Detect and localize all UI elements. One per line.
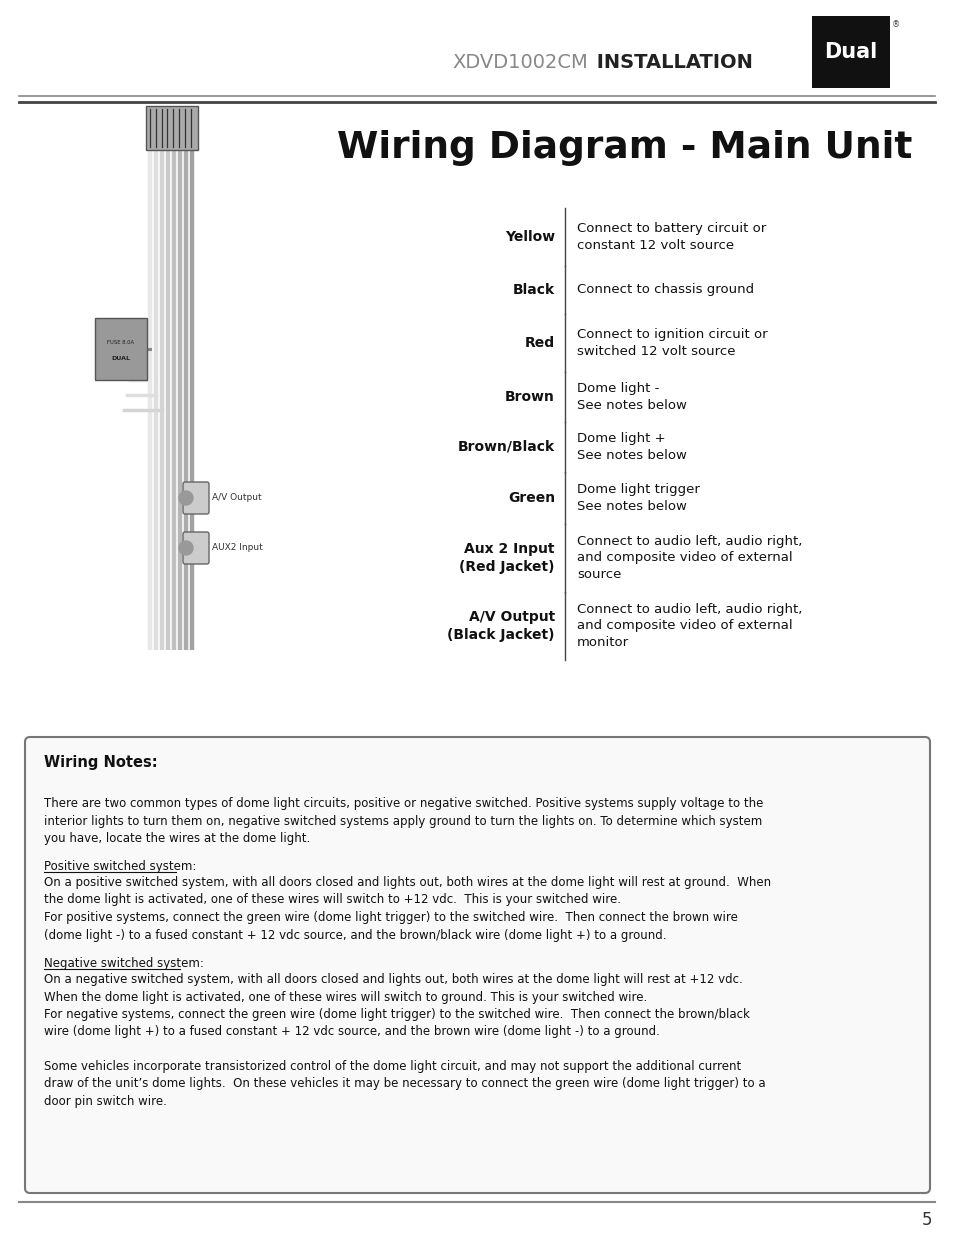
Text: Green: Green xyxy=(507,492,555,505)
Text: Yellow: Yellow xyxy=(504,230,555,245)
Text: Some vehicles incorporate transistorized control of the dome light circuit, and : Some vehicles incorporate transistorized… xyxy=(44,1060,765,1108)
Text: A/V Output: A/V Output xyxy=(212,494,261,503)
FancyBboxPatch shape xyxy=(183,532,209,564)
Text: A/V Output
(Black Jacket): A/V Output (Black Jacket) xyxy=(447,610,555,642)
Text: FUSE 8.0A: FUSE 8.0A xyxy=(108,341,134,346)
Text: Dome light +
See notes below: Dome light + See notes below xyxy=(577,432,686,462)
Text: DUAL: DUAL xyxy=(112,356,131,361)
FancyBboxPatch shape xyxy=(811,16,889,88)
Text: Black: Black xyxy=(513,283,555,296)
Text: Wiring Notes:: Wiring Notes: xyxy=(44,755,157,769)
Circle shape xyxy=(179,541,193,555)
Text: Dome light -
See notes below: Dome light - See notes below xyxy=(577,382,686,412)
Text: Connect to chassis ground: Connect to chassis ground xyxy=(577,284,753,296)
Text: Connect to battery circuit or
constant 12 volt source: Connect to battery circuit or constant 1… xyxy=(577,222,765,252)
Text: ®: ® xyxy=(891,20,900,28)
Text: Negative switched system:: Negative switched system: xyxy=(44,957,204,969)
Text: There are two common types of dome light circuits, positive or negative switched: There are two common types of dome light… xyxy=(44,797,762,845)
Text: Aux 2 Input
(Red Jacket): Aux 2 Input (Red Jacket) xyxy=(459,542,555,574)
Text: On a positive switched system, with all doors closed and lights out, both wires : On a positive switched system, with all … xyxy=(44,876,770,941)
Text: Dome light trigger
See notes below: Dome light trigger See notes below xyxy=(577,483,700,513)
Text: Connect to audio left, audio right,
and composite video of external
source: Connect to audio left, audio right, and … xyxy=(577,535,801,582)
Text: 5: 5 xyxy=(921,1212,931,1229)
Bar xyxy=(95,317,147,380)
Text: Connect to ignition circuit or
switched 12 volt source: Connect to ignition circuit or switched … xyxy=(577,329,767,358)
FancyBboxPatch shape xyxy=(25,737,929,1193)
FancyBboxPatch shape xyxy=(183,482,209,514)
Text: Positive switched system:: Positive switched system: xyxy=(44,860,196,873)
Bar xyxy=(146,106,198,149)
Text: Dual: Dual xyxy=(823,42,877,62)
Text: Connect to audio left, audio right,
and composite video of external
monitor: Connect to audio left, audio right, and … xyxy=(577,603,801,650)
Text: AUX2 Input: AUX2 Input xyxy=(212,543,262,552)
Text: XDVD1002CM: XDVD1002CM xyxy=(452,53,587,72)
Text: INSTALLATION: INSTALLATION xyxy=(589,53,752,72)
Text: Brown: Brown xyxy=(504,390,555,404)
Text: Brown/Black: Brown/Black xyxy=(457,440,555,454)
Circle shape xyxy=(179,492,193,505)
Text: On a negative switched system, with all doors closed and lights out, both wires : On a negative switched system, with all … xyxy=(44,973,749,1039)
Text: Wiring Diagram - Main Unit: Wiring Diagram - Main Unit xyxy=(337,130,912,165)
Text: Red: Red xyxy=(524,336,555,350)
